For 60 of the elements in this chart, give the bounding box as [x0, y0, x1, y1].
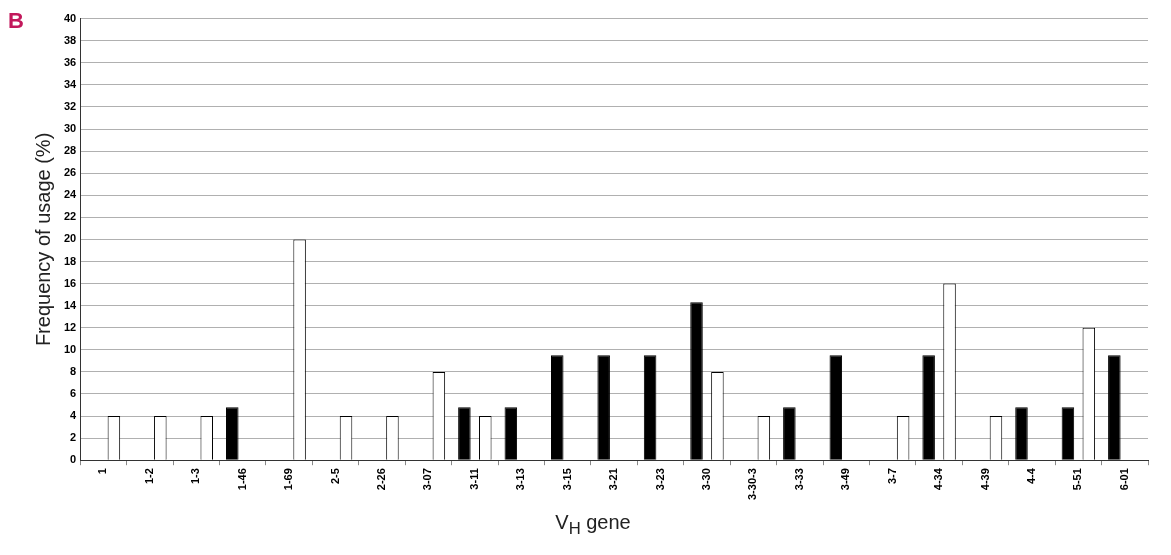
x-tick-label: 5-51 [1071, 468, 1084, 491]
x-tick-label: 3-13 [514, 468, 527, 491]
y-tick-label: 36 [63, 55, 77, 68]
x-axis-title: V$_{H}$ gene [554, 511, 632, 539]
x-tick-label: 6-01 [1117, 468, 1130, 491]
y-tick-label: 40 [63, 11, 77, 24]
y-tick-label: 2 [70, 431, 77, 444]
bar [829, 355, 843, 460]
x-tick-label: 3-30-3 [746, 468, 759, 500]
x-tick-label: 2-26 [375, 468, 388, 491]
x-tick-label: 1-46 [235, 468, 248, 491]
y-tick-label: 34 [63, 77, 78, 90]
x-tick-label: 3-23 [653, 468, 666, 491]
y-tick-label: 4 [70, 409, 78, 422]
bar [783, 407, 796, 460]
text: B [8, 8, 24, 34]
y-tick-label: 6 [70, 386, 77, 399]
x-tick-label: 3-07 [421, 468, 434, 491]
y-tick-label: 12 [63, 320, 77, 333]
x-tick-label: 2-5 [328, 468, 341, 485]
bar [922, 355, 935, 460]
bar [690, 302, 703, 460]
x-tick-label: 3-7 [885, 468, 898, 485]
x-tick-label: 3-30 [700, 468, 712, 491]
x-tick-label: 3-15 [560, 468, 573, 491]
bar [458, 407, 471, 460]
x-tick-label: 4-39 [978, 468, 991, 491]
x-tick-label: 4-34 [932, 467, 945, 491]
y-tick-label: 22 [63, 210, 77, 223]
x-tick-label: 1-3 [189, 468, 202, 485]
x-tick-label: 3-21 [607, 468, 620, 491]
x-tick-label: 1-69 [282, 468, 295, 491]
y-tick-label: 20 [63, 232, 77, 245]
bar [1015, 407, 1028, 460]
x-tick-label: 3-11 [467, 468, 480, 490]
y-tick-label: 24 [63, 188, 78, 201]
bar [643, 355, 657, 460]
y-tick-label: 38 [63, 33, 77, 46]
x-tick-label: 1-2 [142, 468, 155, 485]
x-tick-label: 3-49 [839, 468, 852, 491]
y-tick-label: 16 [63, 276, 77, 289]
y-tick-label: 14 [63, 298, 78, 311]
y-tick-label: 32 [63, 99, 77, 112]
y-tick-label: 18 [63, 254, 77, 267]
y-axis-title: Frequency of usage (%) [31, 132, 54, 347]
bar [550, 355, 564, 460]
y-tick-label: 28 [63, 144, 77, 157]
bar [504, 407, 518, 460]
y-tick-label: 8 [70, 364, 77, 377]
y-tick-label: 10 [63, 342, 77, 355]
bar [597, 355, 610, 460]
y-tick-label: 0 [70, 453, 77, 466]
bar [226, 407, 239, 460]
bar [1108, 355, 1121, 460]
x-tick-label: 3-33 [792, 468, 805, 491]
x-tick-label: 4-4 [1024, 467, 1037, 485]
bar [1061, 407, 1075, 460]
y-tick-label: 30 [63, 122, 77, 135]
x-tick-label: 1 [96, 468, 109, 475]
y-tick-label: 26 [63, 166, 77, 179]
